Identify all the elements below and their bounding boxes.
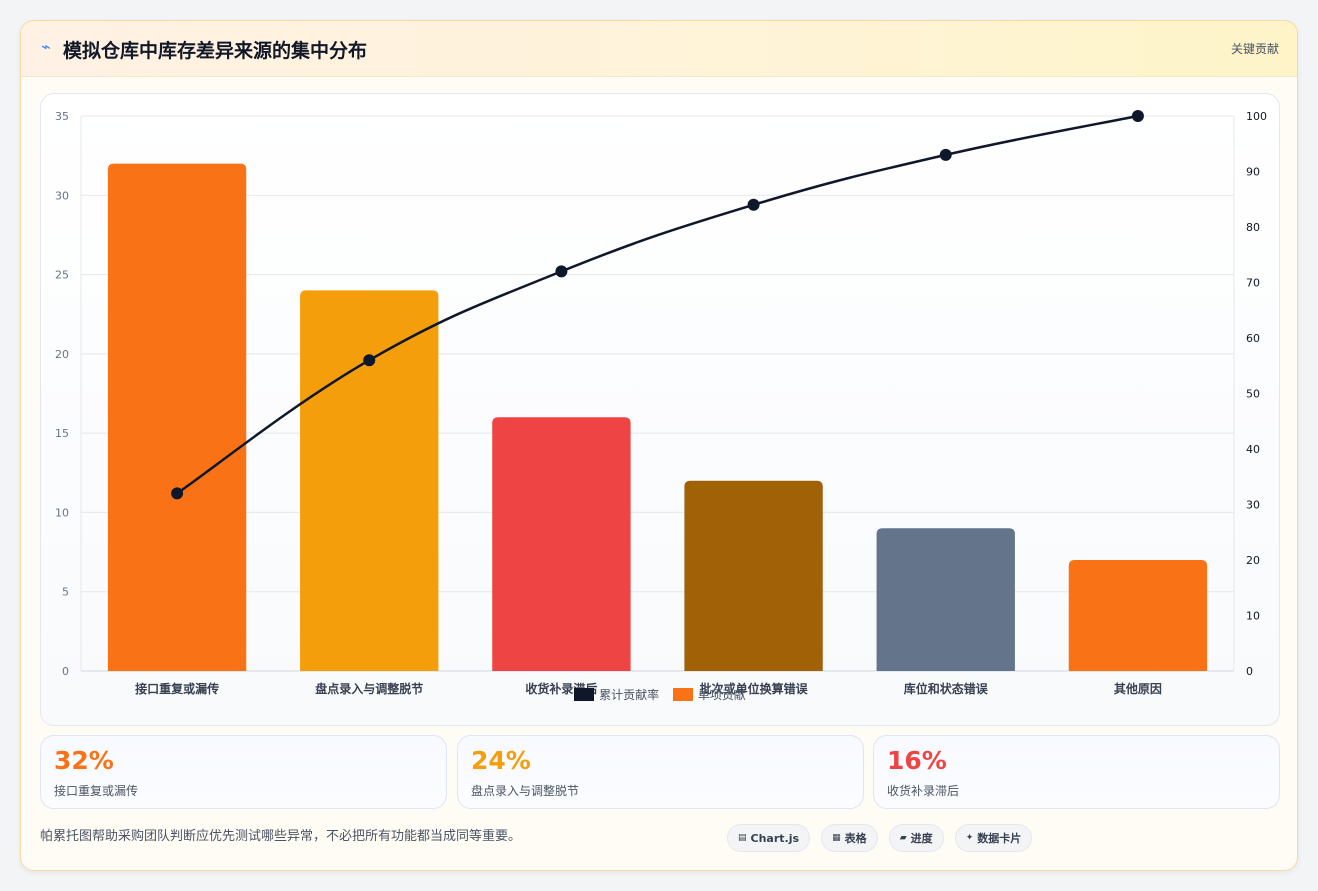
- pareto-chart: 0 5 10 15 20 25 30 35 0 10 20 30 40 50 60 70 80 90 100 接口重复…: [55, 110, 1267, 696]
- legend-item-single[interactable]: 单项贡献: [672, 686, 746, 703]
- pill-label: Chart.js: [750, 831, 800, 845]
- pill-label: 进度: [910, 832, 933, 845]
- y-right-tick-label: 90: [1246, 166, 1260, 179]
- legend-swatch-single: [672, 688, 693, 701]
- legend-label-single: 单项贡献: [697, 688, 746, 702]
- y-right-tick-label: 80: [1246, 221, 1260, 234]
- y-left-tick-label: 5: [62, 586, 69, 599]
- kpi-value: 24%: [471, 746, 531, 775]
- kpi-card-1: 32% 接口重复或漏传: [40, 735, 447, 809]
- x-tick-label: 库位和状态错误: [904, 681, 989, 696]
- y-left-tick-label: 25: [55, 269, 69, 282]
- pill-table[interactable]: ▦ 表格: [821, 824, 878, 852]
- bar-chart-icon: ▤: [738, 833, 747, 843]
- bar-6: [1068, 560, 1208, 671]
- sparkle-icon: ✦: [965, 833, 974, 843]
- table-icon: ▦: [832, 833, 841, 843]
- x-tick-label: 其他原因: [1114, 681, 1162, 696]
- cumulative-point-4: [747, 198, 760, 211]
- y-right-tick-label: 40: [1246, 443, 1260, 456]
- bar-1: [107, 163, 247, 672]
- progress-icon: ▰: [899, 833, 907, 843]
- key-contribution-label: 关键贡献: [1230, 42, 1279, 56]
- bar-4: [684, 480, 823, 671]
- cumulative-point-3: [555, 265, 568, 278]
- bar-3: [492, 417, 631, 671]
- bar-5: [876, 528, 1015, 671]
- pill-label: 表格: [844, 832, 867, 845]
- cumulative-point-6: [1131, 110, 1144, 122]
- kpi-value: 32%: [54, 746, 114, 775]
- y-left-tick-label: 30: [55, 189, 69, 202]
- y-right-tick-label: 30: [1246, 499, 1260, 512]
- y-right-tick-label: 100: [1246, 110, 1267, 123]
- kpi-value: 16%: [887, 746, 947, 775]
- card-header: ⌁ 模拟仓库中库存差异来源的集中分布 关键贡献: [21, 21, 1297, 77]
- kpi-label: 盘点录入与调整脱节: [471, 784, 580, 798]
- pill-data-card[interactable]: ✦ 数据卡片: [954, 824, 1033, 852]
- kpi-card-2: 24% 盘点录入与调整脱节: [457, 735, 864, 809]
- kpi-label: 接口重复或漏传: [54, 784, 139, 798]
- pill-chartjs[interactable]: ▤ Chart.js: [727, 824, 811, 852]
- pill-label: 数据卡片: [977, 832, 1022, 845]
- y-right-tick-label: 70: [1246, 277, 1260, 290]
- cumulative-line: [176, 114, 1139, 495]
- y-right-tick-label: 20: [1246, 554, 1260, 567]
- y-left-tick-label: 15: [55, 427, 69, 440]
- chart-legend: 累计贡献率 单项贡献: [41, 686, 1279, 704]
- bar-2: [300, 290, 439, 671]
- y-right-tick-label: 60: [1246, 332, 1260, 345]
- cumulative-point-5: [939, 148, 952, 161]
- chart-panel: 0 5 10 15 20 25 30 35 0 10 20 30 40 50 60 70 80 90 100 接口重复…: [40, 93, 1280, 726]
- legend-label-cumulative: 累计贡献率: [599, 688, 660, 702]
- kpi-label: 收货补录滞后: [887, 784, 960, 798]
- cumulative-point-2: [363, 354, 376, 367]
- x-tick-label: 接口重复或漏传: [135, 681, 219, 696]
- page-title: 模拟仓库中库存差异来源的集中分布: [63, 40, 368, 62]
- y-left-tick-label: 20: [55, 348, 69, 361]
- y-left-tick-label: 0: [62, 665, 69, 678]
- legend-item-cumulative[interactable]: 累计贡献率: [574, 686, 659, 703]
- kpi-card-3: 16% 收货补录滞后: [873, 735, 1280, 809]
- y-left-tick-label: 35: [55, 110, 69, 123]
- footer-note: 帕累托图帮助采购团队判断应优先测试哪些异常，不必把所有功能都当成同等重要。: [40, 829, 522, 844]
- x-tick-label: 批次或单位换算错误: [700, 681, 809, 696]
- y-right-tick-label: 10: [1246, 610, 1260, 623]
- legend-swatch-cumulative: [574, 688, 595, 701]
- pill-progress[interactable]: ▰ 进度: [888, 824, 944, 852]
- tag-pills: ▤ Chart.js ▦ 表格 ▰ 进度 ✦ 数据卡片: [727, 824, 1038, 852]
- x-tick-label: 盘点录入与调整脱节: [315, 681, 423, 696]
- report-card: ⌁ 模拟仓库中库存差异来源的集中分布 关键贡献 0 5 10 15 20 25 30 35 0 1…: [20, 20, 1298, 871]
- y-right-tick-label: 0: [1246, 665, 1253, 678]
- lightning-icon: ⌁: [41, 37, 51, 56]
- y-left-tick-label: 10: [55, 506, 69, 519]
- y-right-tick-label: 50: [1246, 388, 1260, 401]
- cumulative-point-1: [171, 487, 184, 500]
